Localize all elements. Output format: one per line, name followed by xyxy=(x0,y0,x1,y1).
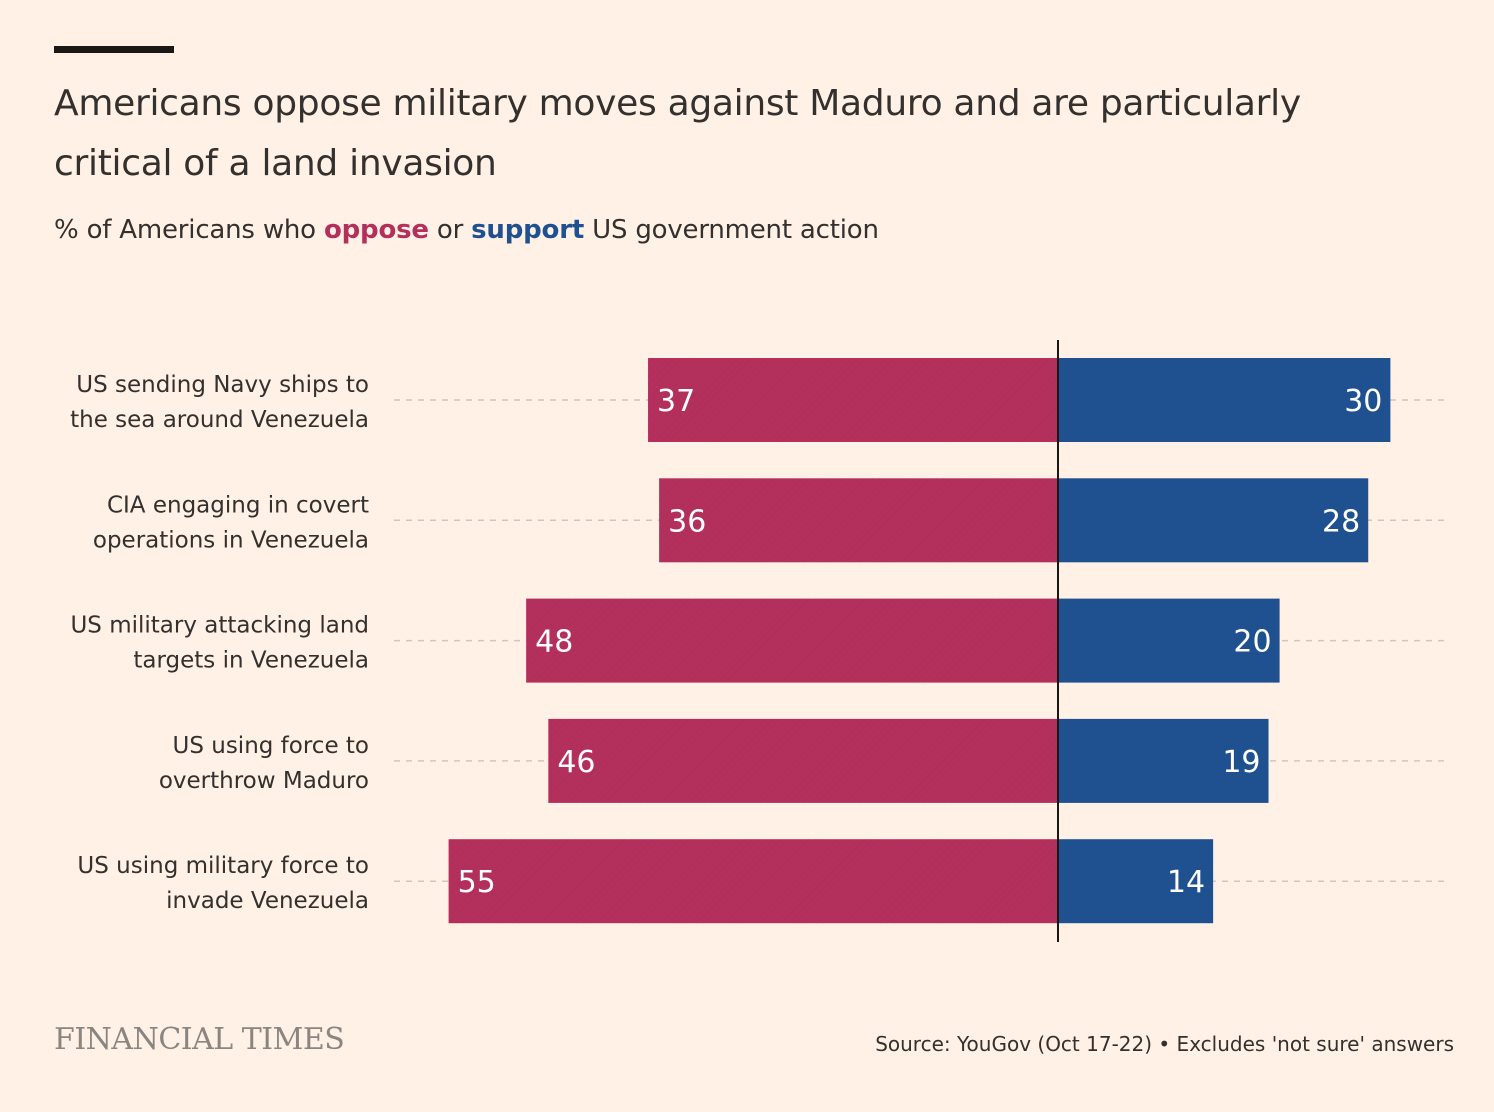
value-label-oppose: 46 xyxy=(557,745,595,780)
bar-oppose-hatch xyxy=(448,839,1059,924)
bar-support xyxy=(1058,839,1214,924)
category-label: targets in Venezuela xyxy=(133,648,369,674)
category-label: overthrow Maduro xyxy=(159,768,369,794)
subtitle-middle: or xyxy=(428,215,472,245)
bar-support xyxy=(1058,358,1391,442)
value-label-oppose: 37 xyxy=(657,384,695,419)
top-rule xyxy=(54,46,174,53)
chart-subtitle: % of Americans who oppose or support US … xyxy=(54,212,879,248)
category-label: US sending Navy ships to xyxy=(76,372,369,398)
source-note: Source: YouGov (Oct 17-22) • Excludes 'n… xyxy=(875,1032,1454,1056)
legend-oppose: oppose xyxy=(323,215,429,245)
subtitle-prefix: % of Americans who xyxy=(54,215,324,245)
value-label-oppose: 36 xyxy=(668,504,706,539)
chart-title: Americans oppose military moves against … xyxy=(54,83,1301,184)
value-label-support: 14 xyxy=(1167,865,1205,900)
bar-oppose-hatch xyxy=(526,598,1058,683)
value-label-support: 30 xyxy=(1344,384,1382,419)
value-label-support: 28 xyxy=(1322,504,1360,539)
category-label: invade Venezuela xyxy=(166,888,369,914)
legend-support: support xyxy=(471,215,585,245)
subtitle-suffix: US government action xyxy=(584,215,879,245)
bar-support xyxy=(1058,718,1269,803)
bar-support xyxy=(1058,478,1369,563)
ft-logo: FINANCIAL TIMES xyxy=(54,1022,345,1057)
bar-oppose-hatch xyxy=(659,478,1058,563)
bar-oppose-hatch xyxy=(548,718,1058,803)
bar-support xyxy=(1058,598,1280,683)
category-label: US using military force to xyxy=(77,853,369,879)
category-label: US military attacking land xyxy=(70,613,369,639)
category-label: US using force to xyxy=(173,733,370,759)
value-label-oppose: 55 xyxy=(458,865,496,900)
category-label: operations in Venezuela xyxy=(93,527,369,553)
bar-oppose-hatch xyxy=(648,358,1058,442)
value-label-oppose: 48 xyxy=(535,625,573,660)
value-label-support: 19 xyxy=(1222,745,1260,780)
category-label: the sea around Venezuela xyxy=(70,407,369,433)
value-label-support: 20 xyxy=(1233,625,1271,660)
category-label: CIA engaging in covert xyxy=(107,492,369,518)
